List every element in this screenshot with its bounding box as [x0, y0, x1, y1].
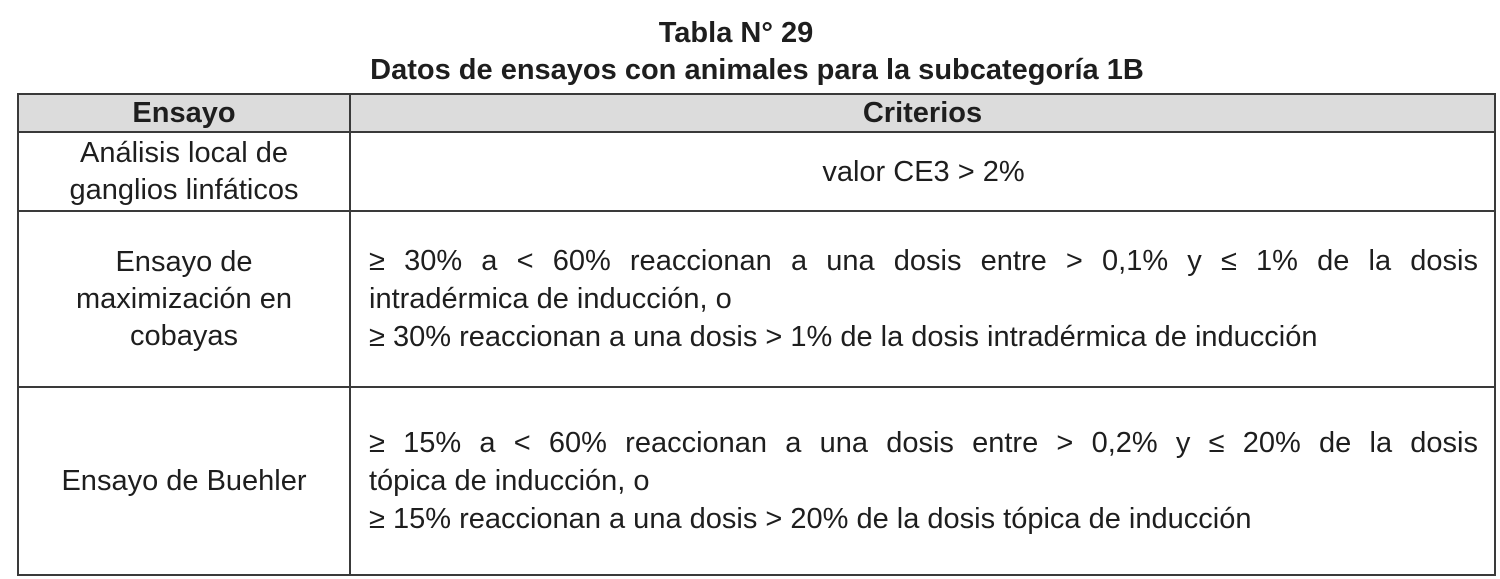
cell-criterios: valor CE3 > 2%: [349, 131, 1496, 212]
cell-text: Análisis local de: [80, 136, 288, 169]
cell-text: ≥ 30% a < 60% reaccionan a una dosis ent…: [369, 245, 1478, 277]
cell-ensayo: Análisis local de ganglios linfáticos: [17, 131, 351, 212]
data-table: Ensayo Criterios Análisis local de gangl…: [17, 93, 1496, 576]
cell-text: valor CE3 > 2%: [822, 155, 1025, 188]
cell-text: Ensayo de Buehler: [61, 464, 307, 497]
cell-criterios: ≥ 15% a < 60% reaccionan a una dosis ent…: [349, 386, 1496, 576]
cell-text: ≥ 15% reaccionan a una dosis > 20% de la…: [369, 503, 1252, 535]
table-title: Tabla N° 29: [658, 17, 814, 49]
table-row: Ensayo de Buehler ≥ 15% a < 60% reaccion…: [17, 386, 1496, 576]
header-ensayo: Ensayo: [17, 93, 351, 133]
cell-text: ganglios linfáticos: [69, 173, 299, 206]
cell-text: ≥ 15% a < 60% reaccionan a una dosis ent…: [369, 427, 1478, 459]
cell-text: tópica de inducción, o: [369, 465, 650, 497]
cell-ensayo: Ensayo de maximización en cobayas: [17, 210, 351, 388]
header-row: Ensayo Criterios: [17, 93, 1496, 133]
cell-criterios: ≥ 30% a < 60% reaccionan a una dosis ent…: [349, 210, 1496, 388]
table-subtitle: Datos de ensayos con animales para la su…: [370, 54, 1144, 86]
header-criterios: Criterios: [349, 93, 1496, 133]
table-row: Ensayo de maximización en cobayas ≥ 30% …: [17, 210, 1496, 388]
cell-text: intradérmica de inducción, o: [369, 283, 732, 315]
table-row: Análisis local de ganglios linfáticos va…: [17, 131, 1496, 212]
cell-ensayo: Ensayo de Buehler: [17, 386, 351, 576]
cell-text: ≥ 30% reaccionan a una dosis > 1% de la …: [369, 321, 1318, 353]
cell-text: maximización en: [76, 282, 292, 315]
cell-text: cobayas: [129, 319, 238, 352]
cell-text: Ensayo de: [115, 245, 253, 278]
